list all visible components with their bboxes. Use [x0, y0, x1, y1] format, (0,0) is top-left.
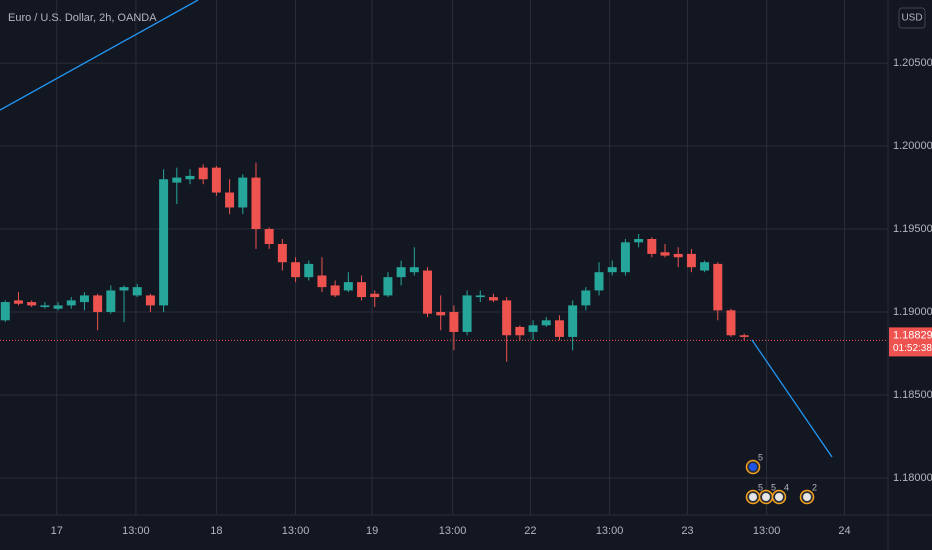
candle-body: [291, 262, 301, 278]
candle-body: [304, 263, 314, 278]
countdown: 01:52:38: [893, 343, 932, 354]
candle-body: [370, 293, 380, 298]
y-tick-label: 1.18500: [893, 389, 932, 401]
candle-body: [66, 300, 76, 306]
candle-body: [528, 325, 538, 332]
candle-body: [515, 326, 525, 336]
event-flag: [749, 463, 757, 471]
event-flag: [762, 493, 770, 501]
candle-body: [225, 192, 235, 208]
x-tick-label: 13:00: [439, 525, 467, 537]
candle-body: [198, 167, 208, 180]
candle-body: [423, 270, 432, 314]
chart-title: Euro / U.S. Dollar, 2h, OANDA: [8, 12, 157, 24]
candle-body: [436, 312, 446, 316]
candle-body: [739, 335, 749, 337]
candle-body: [172, 177, 182, 183]
candle-body: [541, 320, 551, 326]
candle-body: [660, 252, 670, 256]
candle-body: [502, 300, 512, 336]
event-flag: [803, 493, 811, 501]
x-tick-label: 13:00: [122, 525, 150, 537]
candle-body: [238, 177, 248, 208]
y-tick-label: 1.19500: [893, 223, 932, 235]
x-tick-label: 13:00: [282, 525, 310, 537]
candle-body: [568, 305, 578, 337]
y-tick-label: 1.19000: [893, 306, 932, 318]
candle-body: [647, 238, 657, 254]
event-flag: [749, 493, 757, 501]
trend-line: [751, 339, 833, 458]
candle-body: [554, 320, 564, 337]
candle-body: [27, 302, 37, 306]
x-tick-label: 19: [366, 525, 378, 537]
x-tick-label: 17: [51, 525, 63, 537]
x-tick-label: 13:00: [596, 525, 624, 537]
x-tick-label: 23: [681, 525, 693, 537]
y-tick-label: 1.20000: [893, 140, 932, 152]
candle-body: [264, 229, 274, 244]
event-count: 4: [784, 482, 789, 492]
y-tick-label: 1.20500: [893, 57, 932, 69]
event-count: 5: [758, 482, 763, 492]
event-count: 2: [812, 482, 817, 492]
candle-body: [726, 310, 736, 336]
candle-body: [396, 267, 406, 278]
candle-body: [145, 295, 155, 306]
candle-body: [581, 290, 591, 306]
last-price-box: [889, 327, 932, 357]
candle-body: [119, 287, 129, 291]
candle-body: [475, 295, 485, 298]
candle-body: [700, 262, 710, 271]
event-flag: [775, 493, 783, 501]
candle-body: [106, 290, 116, 313]
candle-body: [317, 275, 327, 288]
candle-body: [40, 305, 50, 308]
candle-body: [634, 238, 644, 243]
last-price-label: 1.18829: [893, 329, 932, 341]
candle-body: [620, 242, 630, 273]
candle-body: [343, 282, 353, 291]
candle-body: [0, 302, 10, 321]
currency-label[interactable]: USD: [901, 13, 922, 24]
candle-body: [713, 263, 723, 311]
candle-body: [462, 295, 472, 332]
candle-body: [330, 285, 340, 296]
candle-body: [79, 295, 89, 303]
candle-body: [383, 277, 393, 296]
candle-body: [607, 267, 617, 273]
event-count: 5: [758, 452, 763, 462]
candle-body: [357, 282, 367, 298]
x-tick-label: 13:00: [753, 525, 781, 537]
candle-body: [409, 267, 419, 273]
x-tick-label: 22: [524, 525, 536, 537]
candle-body: [93, 295, 103, 313]
currency-button[interactable]: [898, 7, 926, 29]
plot: [0, 162, 888, 362]
x-tick-label: 24: [838, 525, 850, 537]
candle-body: [449, 312, 459, 332]
candle-body: [594, 272, 604, 291]
candle-body: [185, 175, 195, 180]
candle-body: [277, 243, 287, 263]
trend-line: [0, 0, 199, 111]
grid: [0, 0, 888, 515]
candle-body: [686, 253, 696, 268]
candle-body: [673, 253, 683, 258]
candle-body: [53, 305, 63, 309]
candle-body: [132, 287, 142, 296]
candle-body: [488, 297, 498, 301]
y-tick-label: 1.18000: [893, 472, 932, 484]
candle-body: [159, 179, 169, 306]
candle-body: [251, 177, 261, 230]
x-tick-label: 18: [210, 525, 222, 537]
candle-body: [211, 167, 221, 193]
candle-body: [13, 300, 23, 304]
event-count: 5: [771, 482, 776, 492]
